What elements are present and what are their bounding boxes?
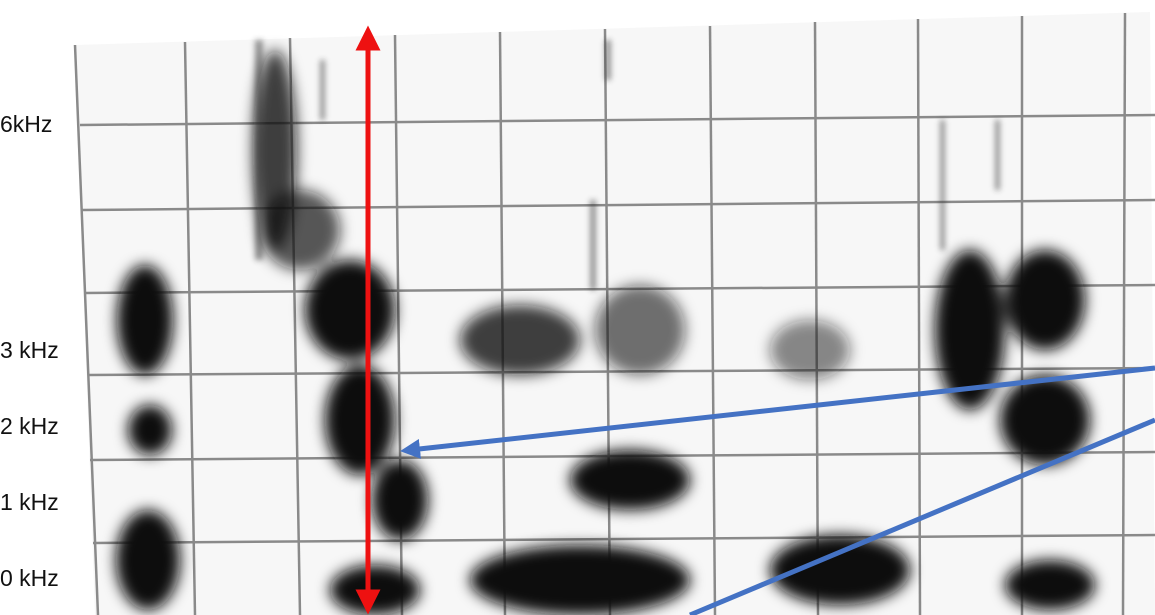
freq-label: 2 kHz (0, 413, 59, 439)
freq-label: 1 kHz (0, 489, 59, 515)
freq-label: 0 kHz (0, 565, 59, 591)
freq-label: 3 kHz (0, 337, 59, 363)
spectrogram-figure: 6kHz 3 kHz 2 kHz 1 kHz 0 kHz (0, 0, 1155, 615)
freq-label: 6kHz (0, 111, 52, 137)
